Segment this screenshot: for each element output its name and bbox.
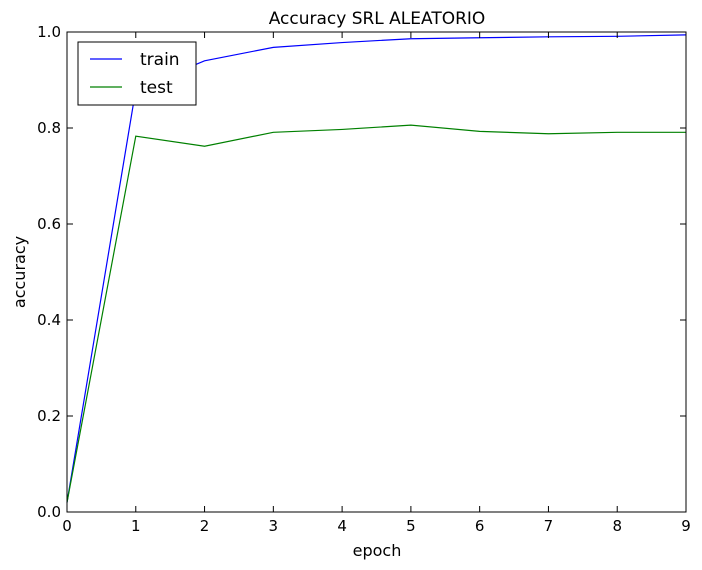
chart-title: Accuracy SRL ALEATORIO (269, 9, 486, 29)
series-line-test (66, 124, 686, 503)
x-tick-label: 1 (131, 517, 141, 535)
legend-box (77, 41, 197, 106)
y-axis-label: accuracy (10, 236, 29, 308)
legend-label-test: test (140, 78, 173, 98)
y-tick-label: 0.0 (37, 503, 61, 521)
y-tick-label: 0.6 (37, 215, 61, 233)
y-tick-label: 0.4 (37, 311, 61, 329)
x-axis-ticks: 0 1 2 3 4 5 6 7 8 9 (62, 32, 691, 535)
plot-frame (66, 31, 687, 513)
y-tick-label: 0.2 (37, 407, 61, 425)
legend: train test (77, 41, 197, 106)
x-tick-label: 6 (475, 517, 485, 535)
x-tick-label: 8 (612, 517, 622, 535)
y-tick-label: 0.8 (37, 119, 61, 137)
x-tick-label: 7 (544, 517, 554, 535)
x-tick-label: 3 (269, 517, 279, 535)
x-tick-label: 2 (200, 517, 210, 535)
y-axis-ticks: 0.0 0.2 0.4 0.6 0.8 1.0 (37, 23, 686, 521)
x-tick-label: 5 (406, 517, 416, 535)
y-tick-label: 1.0 (37, 23, 61, 41)
x-tick-label: 0 (62, 517, 72, 535)
x-axis-label: epoch (353, 541, 402, 560)
x-tick-label: 9 (681, 517, 691, 535)
legend-label-train: train (140, 50, 180, 70)
x-tick-label: 4 (337, 517, 347, 535)
